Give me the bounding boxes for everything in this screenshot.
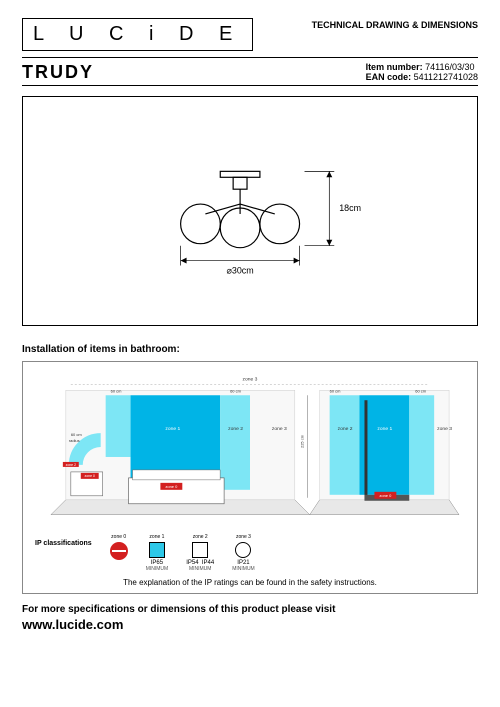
footer-line: For more specifications or dimensions of… [22, 604, 478, 615]
svg-text:60 cm: 60 cm [111, 388, 123, 393]
no-entry-icon [110, 542, 128, 560]
ip-zone0: zone 0 [110, 534, 128, 562]
zone3-icon [235, 542, 251, 558]
ip-zone2: zone 2 IP54 IP44 MINIMUM [186, 534, 214, 572]
svg-text:zone 0: zone 0 [165, 484, 178, 489]
svg-text:zone 1: zone 1 [377, 426, 392, 432]
svg-text:zone 1: zone 1 [165, 426, 180, 432]
zone2-icon [192, 542, 208, 558]
ean-code: 5411212741028 [414, 72, 478, 82]
svg-text:60 cm: 60 cm [230, 388, 242, 393]
ip-explain: The explanation of the IP ratings can be… [31, 578, 469, 587]
svg-text:225 cm: 225 cm [300, 434, 305, 448]
svg-text:zone 2: zone 2 [66, 463, 76, 467]
svg-text:radius: radius [69, 438, 80, 443]
svg-text:zone 3: zone 3 [243, 376, 258, 382]
svg-text:60 cm: 60 cm [415, 388, 427, 393]
svg-text:zone 2: zone 2 [228, 426, 243, 432]
width-dim: ⌀30cm [227, 265, 254, 275]
svg-text:zone 0: zone 0 [85, 474, 95, 478]
ip-title: IP classifications [35, 534, 92, 547]
svg-text:zone 2: zone 2 [338, 426, 353, 432]
svg-text:60 cm: 60 cm [71, 432, 83, 437]
ip-zone1: zone 1 IP65 MINIMUM [146, 534, 169, 572]
doc-title: TECHNICAL DRAWING & DIMENSIONS [312, 18, 478, 30]
item-info: Item number: 74116/03/30 EAN code: 54112… [366, 62, 478, 82]
height-dim: 18cm [339, 203, 361, 213]
brand-logo: L U C i D E [22, 18, 253, 51]
product-name: TRUDY [22, 62, 94, 83]
technical-drawing: ⌀30cm 18cm [22, 96, 478, 326]
svg-text:zone 3: zone 3 [272, 426, 287, 432]
divider [22, 85, 478, 86]
zone1-icon [149, 542, 165, 558]
item-number: 74116/03/30 [425, 62, 474, 72]
divider [22, 57, 478, 58]
ip-zone3: zone 3 IP21 MINIMUM [232, 534, 255, 572]
footer-url: www.lucide.com [22, 617, 478, 632]
ip-classifications: IP classifications zone 0 zone 1 IP65 MI… [31, 530, 469, 574]
svg-text:zone 0: zone 0 [379, 493, 392, 498]
svg-text:zone 3: zone 3 [437, 426, 452, 432]
installation-title: Installation of items in bathroom: [22, 344, 478, 355]
item-number-label: Item number: [366, 62, 423, 72]
svg-text:60 cm: 60 cm [330, 388, 342, 393]
bathroom-diagram: zone 3 zone 0 zone 0 zone 2 zone 1 zone … [22, 361, 478, 594]
ean-label: EAN code: [366, 72, 412, 82]
